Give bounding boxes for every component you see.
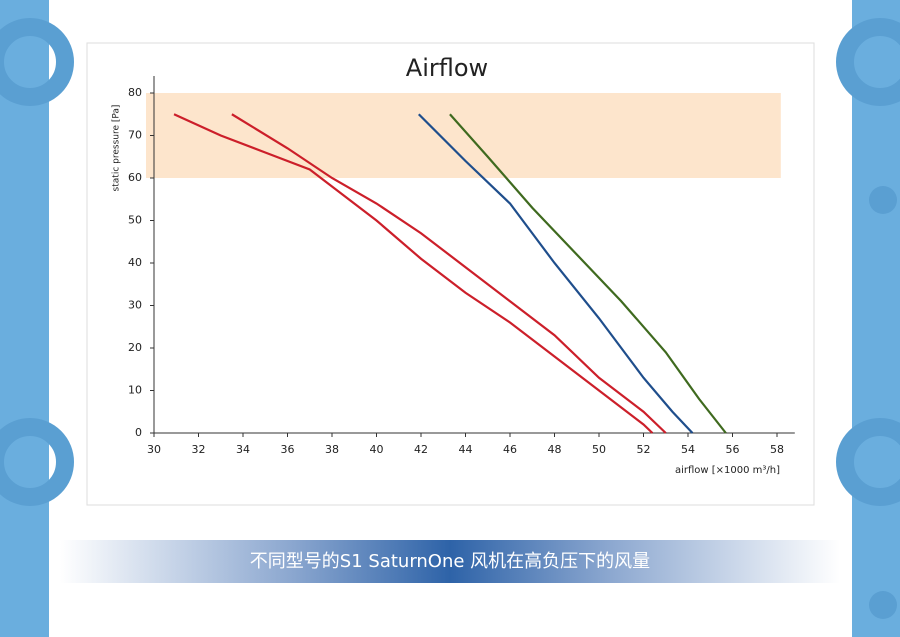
y-tick-label: 40 bbox=[128, 256, 142, 269]
line bbox=[173, 113, 654, 434]
x-tick-label: 44 bbox=[459, 443, 473, 456]
y-axis-label: static pressure [Pa] bbox=[112, 105, 122, 192]
x-tick-label: 40 bbox=[370, 443, 384, 456]
x-tick-label: 32 bbox=[192, 443, 206, 456]
y-tick-label: 30 bbox=[128, 299, 142, 312]
decor bbox=[869, 186, 897, 214]
x-tick-label: 50 bbox=[592, 443, 606, 456]
y-tick-label: 80 bbox=[128, 86, 142, 99]
line bbox=[231, 113, 667, 434]
x-tick-label: 46 bbox=[503, 443, 517, 456]
y-tick-label: 10 bbox=[128, 384, 142, 397]
x-tick-label: 36 bbox=[281, 443, 295, 456]
x-tick-label: 34 bbox=[236, 443, 250, 456]
decor bbox=[0, 418, 74, 506]
line bbox=[449, 113, 727, 434]
chart-title: Airflow bbox=[406, 54, 488, 82]
x-axis-label: airflow [×1000 m³/h] bbox=[675, 465, 780, 476]
decor bbox=[0, 18, 74, 106]
caption: 不同型号的S1 SaturnOne 风机在高负压下的风量 bbox=[250, 551, 650, 572]
x-tick-label: 54 bbox=[681, 443, 695, 456]
x-tick-label: 56 bbox=[726, 443, 740, 456]
x-tick-label: 48 bbox=[548, 443, 562, 456]
y-tick-label: 60 bbox=[128, 171, 142, 184]
decor bbox=[836, 418, 900, 506]
x-tick-label: 38 bbox=[325, 443, 339, 456]
x-tick-label: 58 bbox=[770, 443, 784, 456]
y-tick-label: 50 bbox=[128, 214, 142, 227]
highlight-band bbox=[146, 93, 781, 178]
y-tick-label: 70 bbox=[128, 129, 142, 142]
decor bbox=[836, 18, 900, 106]
side-band bbox=[852, 0, 900, 637]
x-tick-label: 42 bbox=[414, 443, 428, 456]
x-tick-label: 30 bbox=[147, 443, 161, 456]
line bbox=[417, 113, 694, 434]
y-tick-label: 20 bbox=[128, 341, 142, 354]
decor bbox=[869, 591, 897, 619]
y-tick-label: 0 bbox=[135, 426, 142, 439]
caption-band bbox=[60, 540, 840, 583]
x-tick-label: 52 bbox=[637, 443, 651, 456]
side-band bbox=[0, 0, 49, 637]
